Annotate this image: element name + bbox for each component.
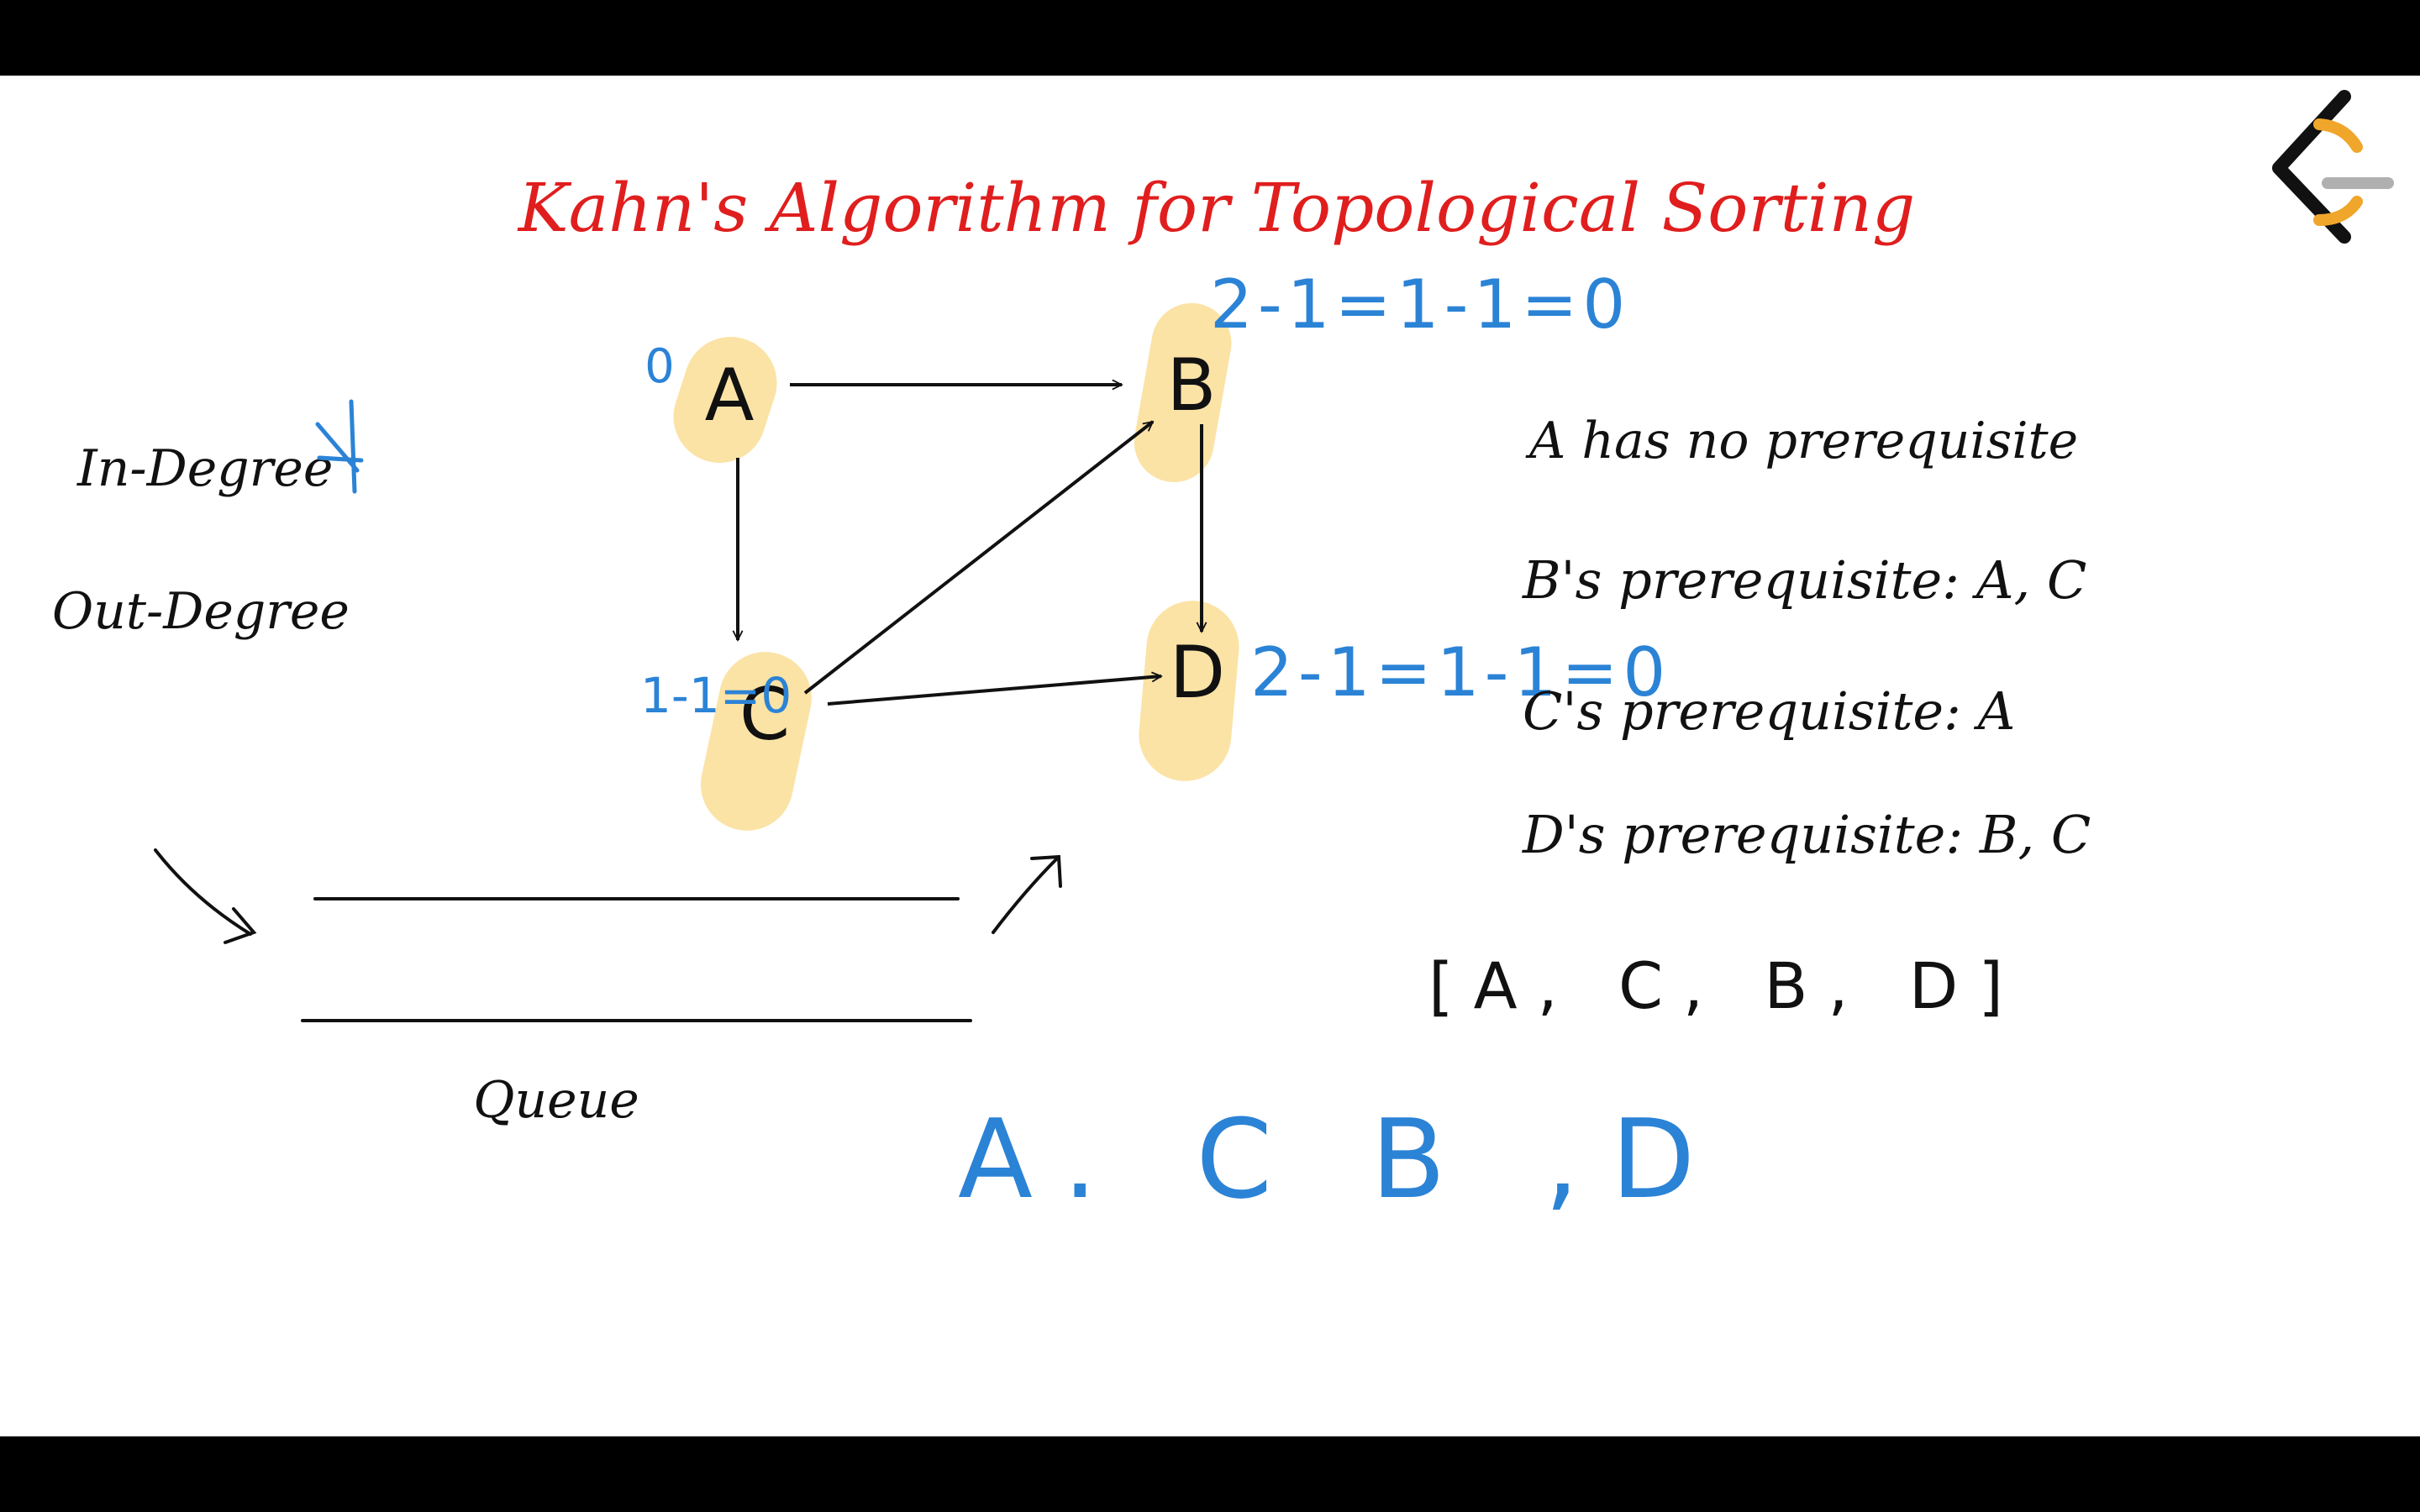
annotation-d: 2-1=1-1=0 <box>1250 633 1670 711</box>
prerequisite-d: D's prerequisite: B, C <box>1522 804 2091 865</box>
prerequisite-a: A has no prerequisite <box>1525 412 2078 470</box>
result-bracket: [A, C, B, D] <box>1428 948 2023 1023</box>
node-a: A <box>705 354 755 438</box>
annotation-b: 2-1=1-1=0 <box>1210 265 1630 344</box>
page-title: Kahn's Algorithm for Topological Sorting <box>517 169 1915 247</box>
node-c: C <box>739 673 790 757</box>
queue-drawing <box>154 848 1062 1022</box>
prerequisite-c: C's prerequisite: A <box>1523 680 2015 742</box>
node-highlights <box>673 302 1239 831</box>
graph-edges <box>738 385 1202 706</box>
node-d: D <box>1170 631 1225 715</box>
result-handwritten: A. C B ,D <box>958 1095 1727 1223</box>
edge-c-d <box>827 676 1161 706</box>
out-degree-label: Out-Degree <box>52 582 350 641</box>
letterbox-top <box>0 0 2420 76</box>
strike-mark <box>315 399 364 494</box>
letterbox-bottom <box>0 1436 2420 1512</box>
in-degree-label: In-Degree <box>76 439 333 498</box>
edge-c-b <box>803 420 1153 695</box>
node-b: B <box>1167 344 1217 428</box>
prerequisite-b: B's prerequisite: A, C <box>1522 549 2086 611</box>
queue-label: Queue <box>473 1071 639 1130</box>
leetcode-logo <box>2272 90 2394 244</box>
annotation-a: 0 <box>644 339 675 394</box>
annotation-c: 1-1=0 <box>640 667 792 724</box>
